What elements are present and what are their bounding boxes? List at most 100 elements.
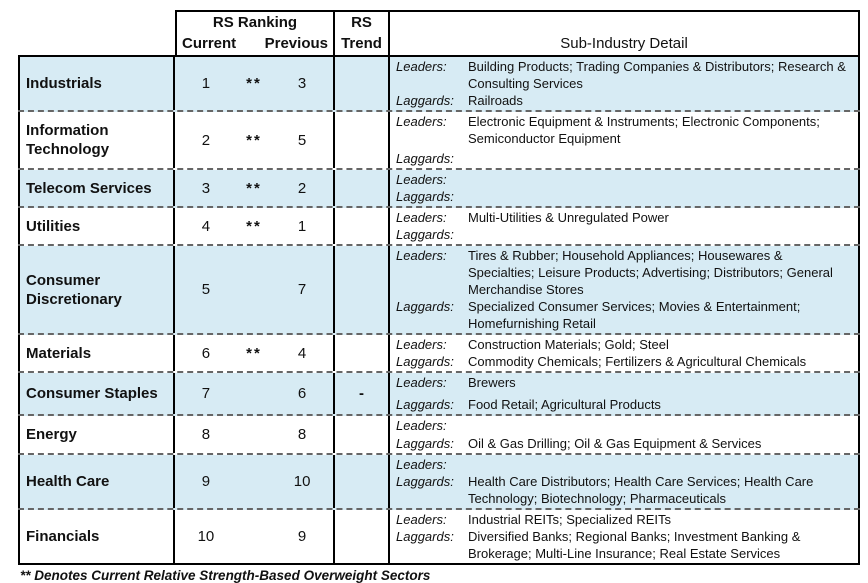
leaders-group: Leaders: Tires & Rubber; Household Appli… <box>396 247 852 298</box>
sub-industry-detail-cell: Leaders: Multi-Utilities & Unregulated P… <box>390 208 860 244</box>
laggards-text: Commodity Chemicals; Fertilizers & Agric… <box>468 354 807 369</box>
rs-ranking-cell: 6 ** 4 <box>175 335 335 371</box>
leaders-text: Brewers <box>468 375 516 390</box>
sub-industry-detail-cell: Leaders: Laggards: <box>390 170 860 206</box>
leaders-text: Multi-Utilities & Unregulated Power <box>468 210 669 225</box>
current-rank: 9 <box>201 473 211 490</box>
leaders-text: Building Products; Trading Companies & D… <box>468 59 846 91</box>
leaders-text <box>468 417 852 434</box>
rs-ranking-cell: 4 ** 1 <box>175 208 335 244</box>
rs-ranking-cell: 10 9 <box>175 510 335 563</box>
previous-rank: 4 <box>297 344 307 362</box>
sub-industry-detail-cell: Leaders: Tires & Rubber; Household Appli… <box>390 246 860 333</box>
current-rank: 5 <box>201 281 211 298</box>
table-row: Energy 8 8 Leaders: Laggards: Oil & Gas … <box>18 416 860 455</box>
current-rank: 8 <box>201 426 211 443</box>
rs-ranking-cell: 9 10 <box>175 455 335 508</box>
rs-ranking-title: RS Ranking <box>212 14 298 31</box>
leaders-group: Leaders: Construction Materials; Gold; S… <box>396 336 852 353</box>
sector-name-cell: Utilities <box>18 208 175 244</box>
rs-trend-cell <box>335 510 390 563</box>
laggards-group: Laggards: Specialized Consumer Services;… <box>396 298 852 332</box>
rs-ranking-cell: 1 ** 3 <box>175 57 335 110</box>
leaders-group: Leaders: Industrial REITs; Specialized R… <box>396 511 852 528</box>
rs-ranking-cell: 2 ** 5 <box>175 112 335 168</box>
rs-ranking-cell: 7 6 <box>175 373 335 414</box>
laggards-label: Laggards: <box>396 397 454 412</box>
previous-column-header: Previous <box>264 35 328 52</box>
laggards-text: Health Care Distributors; Health Care Se… <box>468 474 814 506</box>
laggards-text: Specialized Consumer Services; Movies & … <box>468 299 801 331</box>
leaders-group: Leaders: <box>396 456 852 473</box>
rs-trend-cell <box>335 416 390 453</box>
previous-rank: 5 <box>297 131 307 149</box>
sector-name: Industrials <box>26 75 102 92</box>
table-row: Telecom Services 3 ** 2 Leaders: Laggard… <box>18 170 860 208</box>
header-rs-trend: RS Trend <box>335 10 390 57</box>
leaders-text: Tires & Rubber; Household Appliances; Ho… <box>468 248 833 297</box>
rs-trend-cell <box>335 112 390 168</box>
leaders-label: Leaders: <box>396 114 447 129</box>
laggards-label: Laggards: <box>396 436 454 451</box>
current-rank: 6 <box>201 344 211 362</box>
leaders-label: Leaders: <box>396 248 447 263</box>
sector-name-cell: Consumer Staples <box>18 373 175 414</box>
leaders-text <box>468 456 852 473</box>
previous-rank: 7 <box>297 281 307 298</box>
sector-name: Consumer Staples <box>26 385 158 402</box>
sector-name: Telecom Services <box>26 179 152 197</box>
overweight-stars: ** <box>246 179 262 197</box>
sector-name-cell: Information Technology <box>18 112 175 168</box>
leaders-label: Leaders: <box>396 512 447 527</box>
current-rank: 10 <box>197 528 215 545</box>
footnote: ** Denotes Current Relative Strength-Bas… <box>20 568 431 583</box>
leaders-group: Leaders: Brewers <box>396 374 852 391</box>
table-row: Utilities 4 ** 1 Leaders: Multi-Utilitie… <box>18 208 860 246</box>
table-row: Materials 6 ** 4 Leaders: Construction M… <box>18 335 860 373</box>
table-row: Consumer Discretionary 5 7 Leaders: Tire… <box>18 246 860 335</box>
table-row: Financials 10 9 Leaders: Industrial REIT… <box>18 510 860 565</box>
rs-trend-value: - <box>359 385 364 402</box>
leaders-group: Leaders: <box>396 171 852 188</box>
sector-rs-table: RS Ranking Current Previous RS Trend Sub… <box>18 10 860 565</box>
sub-industry-detail-cell: Leaders: Construction Materials; Gold; S… <box>390 335 860 371</box>
leaders-label: Leaders: <box>396 418 447 433</box>
rs-trend-cell: - <box>335 373 390 414</box>
leaders-group: Leaders: Building Products; Trading Comp… <box>396 58 852 92</box>
sector-name-cell: Telecom Services <box>18 170 175 206</box>
laggards-text <box>468 188 852 205</box>
laggards-group: Laggards: Food Retail; Agricultural Prod… <box>396 396 852 413</box>
sector-name: Consumer Discretionary <box>26 271 122 308</box>
sub-industry-detail-cell: Leaders: Brewers Laggards: Food Retail; … <box>390 373 860 414</box>
previous-rank: 2 <box>297 179 307 197</box>
leaders-label: Leaders: <box>396 457 447 472</box>
sub-industry-detail-cell: Leaders: Building Products; Trading Comp… <box>390 57 860 110</box>
current-rank: 1 <box>201 75 211 92</box>
leaders-label: Leaders: <box>396 172 447 187</box>
overweight-stars: ** <box>246 131 262 149</box>
laggards-group: Laggards: <box>396 226 852 243</box>
sector-name: Materials <box>26 344 92 362</box>
laggards-text <box>468 150 852 167</box>
laggards-text: Food Retail; Agricultural Products <box>468 397 661 412</box>
table-row: Health Care 9 10 Leaders: Laggards: Heal… <box>18 455 860 510</box>
sector-name: Information Technology <box>26 122 110 158</box>
sub-industry-detail-title: Sub-Industry Detail <box>560 35 688 52</box>
header-rs-ranking: RS Ranking Current Previous <box>175 10 335 57</box>
current-rank: 7 <box>201 385 211 402</box>
table-row: Consumer Staples 7 6 - Leaders: Brewers … <box>18 373 860 416</box>
sub-industry-detail-cell: Leaders: Electronic Equipment & Instrume… <box>390 112 860 168</box>
rs-trend-cell <box>335 335 390 371</box>
laggards-label: Laggards: <box>396 93 454 108</box>
sector-name: Energy <box>26 426 77 443</box>
leaders-text: Electronic Equipment & Instruments; Elec… <box>468 114 820 146</box>
sub-industry-detail-cell: Leaders: Industrial REITs; Specialized R… <box>390 510 860 563</box>
sector-name: Financials <box>26 528 100 545</box>
previous-rank: 9 <box>297 528 307 545</box>
rs-trend-cell <box>335 455 390 508</box>
previous-rank: 10 <box>293 473 311 490</box>
sector-name: Health Care <box>26 473 110 490</box>
leaders-group: Leaders: Multi-Utilities & Unregulated P… <box>396 209 852 226</box>
current-column-header: Current <box>182 35 237 52</box>
sector-name-cell: Industrials <box>18 57 175 110</box>
